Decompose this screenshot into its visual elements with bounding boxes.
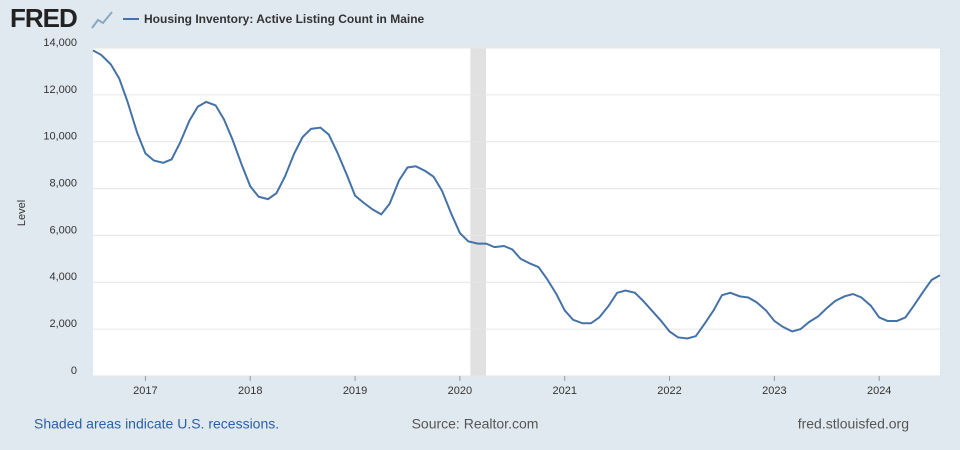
- y-tick-label: 4,000: [49, 271, 77, 283]
- recession-note: Shaded areas indicate U.S. recessions.: [34, 416, 279, 432]
- y-tick-label: 6,000: [49, 224, 77, 236]
- x-tick-label: 2024: [867, 385, 891, 397]
- x-tick-label: 2018: [238, 385, 262, 397]
- y-tick-label: 2,000: [49, 318, 77, 330]
- y-tick-label: 10,000: [43, 131, 77, 143]
- y-tick-label: 0: [71, 365, 77, 377]
- x-tick-label: 2023: [762, 385, 786, 397]
- y-tick-label: 8,000: [49, 177, 77, 189]
- site-url: fred.stlouisfed.org: [798, 416, 909, 432]
- x-tick-label: 2022: [657, 385, 681, 397]
- legend-label: Housing Inventory: Active Listing Count …: [144, 12, 425, 26]
- y-axis-label: Level: [16, 200, 28, 226]
- data-line: [92, 49, 941, 340]
- y-tick-label: 14,000: [43, 37, 77, 49]
- plot-area: [93, 48, 940, 376]
- x-tick-label: 2017: [133, 385, 157, 397]
- x-tick-label: 2021: [552, 385, 576, 397]
- x-tick-label: 2019: [343, 385, 367, 397]
- logo-icon: [91, 11, 113, 29]
- x-tick-label: 2020: [448, 385, 472, 397]
- logo: FRED: [10, 3, 77, 33]
- source: Source: Realtor.com: [412, 416, 539, 432]
- y-tick-label: 12,000: [43, 84, 77, 96]
- recession-band: [470, 48, 487, 376]
